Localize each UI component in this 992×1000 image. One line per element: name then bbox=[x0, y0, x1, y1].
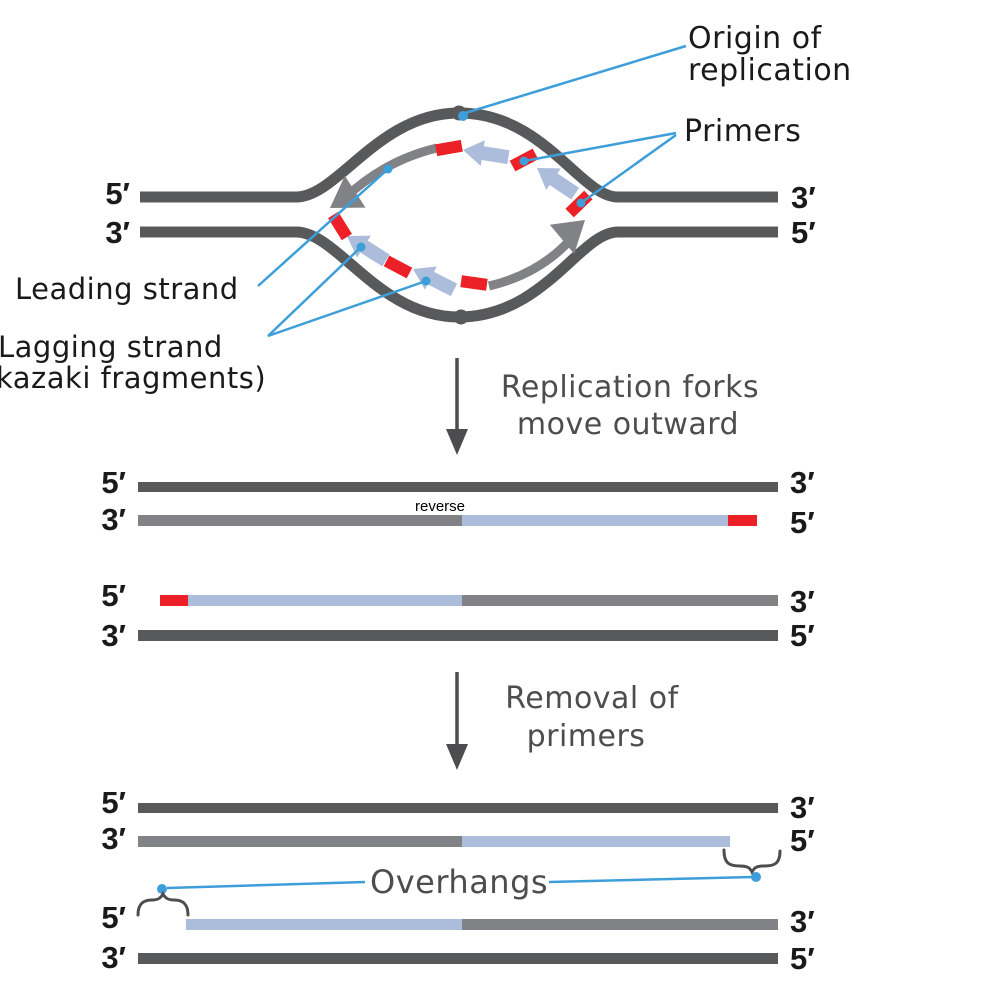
end-label: 3′ bbox=[101, 618, 126, 653]
okazaki-fragment-arrow bbox=[463, 140, 510, 166]
lagging-callout-line bbox=[267, 279, 427, 338]
arrow-head bbox=[446, 744, 468, 770]
overhang-brace-right bbox=[722, 848, 782, 876]
callout-dot bbox=[383, 164, 393, 174]
parental-strand bbox=[138, 630, 778, 641]
parental-strand-top bbox=[140, 107, 778, 203]
step2-label-line1: Removal of bbox=[505, 681, 679, 716]
replication-bubble: Origin of replication Primers Leading st… bbox=[0, 21, 852, 395]
end-label: 5′ bbox=[790, 618, 815, 653]
end-label: 5′ bbox=[101, 785, 126, 820]
lagging-strand-label-line2: kazaki fragments) bbox=[0, 361, 266, 395]
step1-label-line2: move outward bbox=[517, 407, 739, 442]
parental-strand bbox=[138, 803, 778, 813]
end-label: 5′ bbox=[790, 941, 815, 976]
primer-segment bbox=[328, 211, 352, 241]
end-label: 3′ bbox=[790, 584, 815, 619]
end-label: 3′ bbox=[105, 215, 130, 250]
primer-segment bbox=[383, 255, 413, 279]
primer-segment bbox=[728, 515, 757, 526]
primer-callout-line bbox=[580, 133, 677, 205]
end-label: 3′ bbox=[790, 465, 815, 500]
primer-segment bbox=[160, 595, 188, 606]
callout-dot bbox=[356, 242, 366, 252]
end-label: 3′ bbox=[101, 502, 126, 537]
callout-dot bbox=[519, 156, 529, 166]
callout-dot bbox=[421, 276, 431, 286]
okazaki-fragment-arrow bbox=[537, 168, 580, 200]
end-label: 5′ bbox=[105, 176, 130, 211]
new-strand-lagging-part bbox=[462, 515, 728, 526]
new-strand-lagging-part bbox=[188, 595, 462, 606]
leading-strand-label: Leading strand bbox=[15, 272, 239, 306]
primer-segment bbox=[460, 275, 488, 291]
callout-dot bbox=[157, 884, 167, 894]
end-label: 3′ bbox=[101, 821, 126, 856]
new-strand-leading-part bbox=[462, 919, 778, 930]
end-label: 5′ bbox=[790, 823, 815, 858]
okazaki-fragment-arrow bbox=[347, 235, 390, 267]
new-strand-leading-part bbox=[462, 595, 778, 606]
lagging-strand-label-line1: Lagging strand bbox=[0, 330, 223, 364]
parental-strand bbox=[138, 482, 778, 492]
overhangs-label: Overhangs bbox=[370, 863, 548, 901]
origin-label-line1: Origin of bbox=[688, 21, 823, 56]
origin-label-line2: replication bbox=[688, 53, 852, 88]
new-strand-leading-part bbox=[138, 515, 462, 526]
step-arrow-1: Replication forks move outward bbox=[446, 358, 759, 455]
leading-arrowhead-right bbox=[549, 220, 585, 254]
lagging-callout-line bbox=[267, 246, 362, 337]
arrow-head bbox=[446, 429, 468, 455]
end-label: 5′ bbox=[101, 465, 126, 500]
step1-label-line1: Replication forks bbox=[501, 370, 759, 405]
leading-strand-arc-bottom bbox=[487, 234, 576, 291]
origin-callout-line bbox=[461, 44, 687, 116]
step-arrow-2: Removal of primers bbox=[446, 672, 679, 770]
leading-arrowhead-left bbox=[330, 175, 366, 208]
end-label: 3′ bbox=[790, 790, 815, 825]
primers-label: Primers bbox=[684, 114, 801, 149]
new-strand-lagging-part bbox=[462, 836, 730, 847]
end-label: 3′ bbox=[101, 940, 126, 975]
daughter-duplexes-with-primers: reverse 5′ 3′ 3′ 5′ 5′ 3′ 3′ 5′ bbox=[101, 465, 814, 653]
leading-callout-line bbox=[257, 168, 389, 287]
end-label: 5′ bbox=[791, 215, 816, 250]
overhangs-callout-line bbox=[548, 875, 754, 884]
callout-dot bbox=[576, 198, 586, 208]
primer-callout-line bbox=[523, 131, 677, 163]
callout-dot bbox=[751, 872, 761, 882]
bottom-apex-node bbox=[453, 309, 469, 325]
end-label: 5′ bbox=[790, 505, 815, 540]
overhangs-callout-line bbox=[166, 880, 366, 890]
new-strand-lagging-part bbox=[186, 919, 462, 930]
daughter-duplexes-with-overhangs: Overhangs 5′ 3′ 3′ 5′ 5′ 3′ 3′ 5′ bbox=[101, 785, 814, 976]
end-label: 3′ bbox=[790, 904, 815, 939]
new-strand-leading-part bbox=[138, 836, 462, 847]
overhang-brace-left bbox=[136, 890, 190, 917]
end-label: 5′ bbox=[101, 578, 126, 613]
end-label: 3′ bbox=[791, 180, 816, 215]
step2-label-line2: primers bbox=[527, 719, 646, 754]
primer-segment bbox=[435, 139, 463, 157]
okazaki-fragment-arrow bbox=[413, 266, 458, 297]
reverse-note: reverse bbox=[415, 498, 465, 515]
end-label: 5′ bbox=[101, 900, 126, 935]
parental-strand bbox=[138, 953, 778, 964]
